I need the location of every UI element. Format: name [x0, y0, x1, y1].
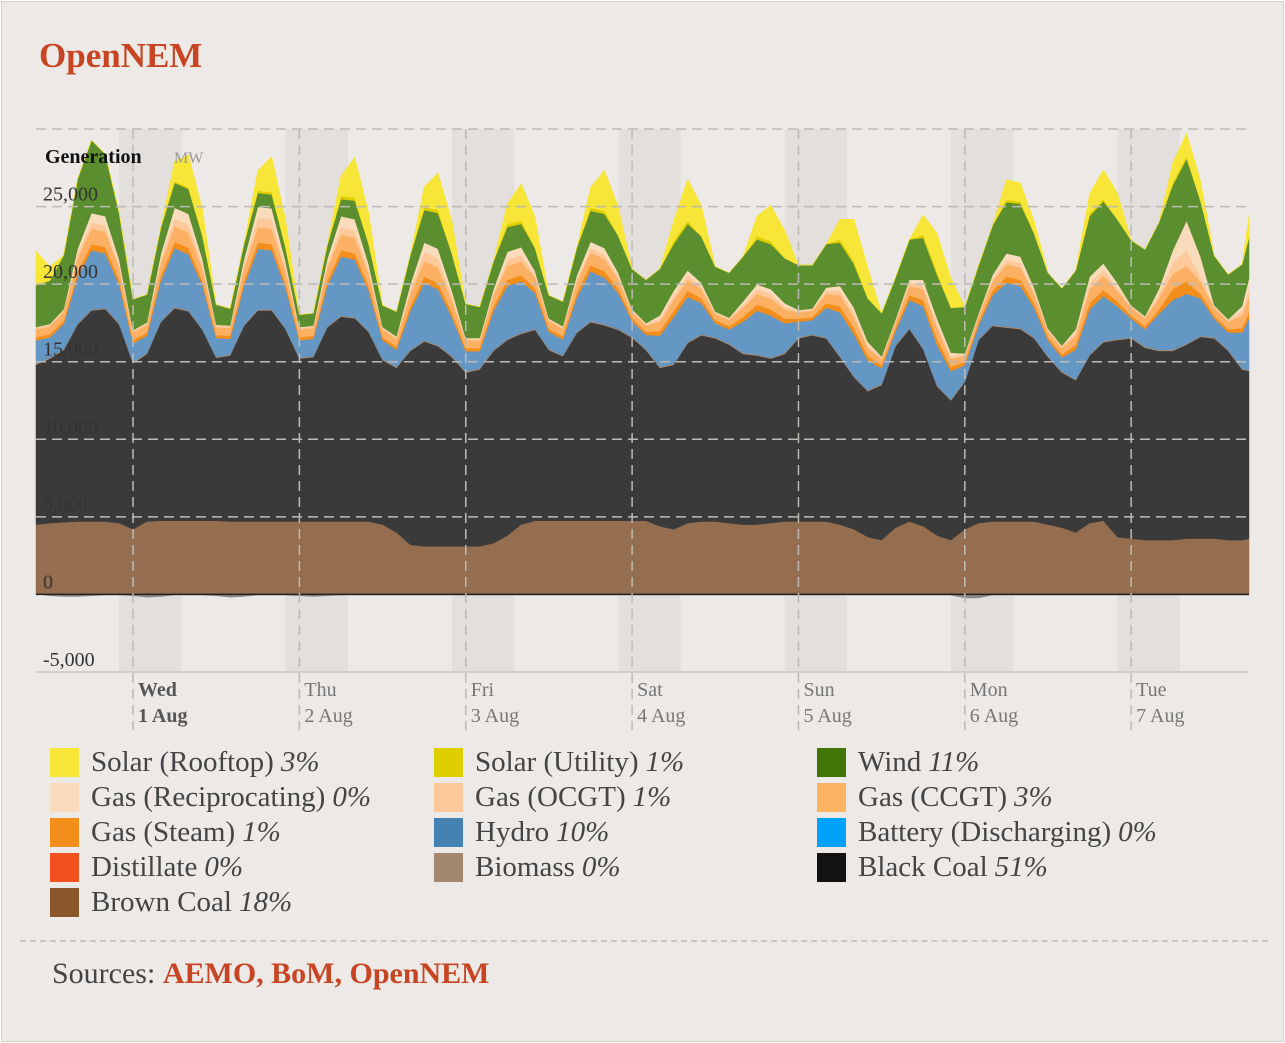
x-tick-day-6: Tue [1136, 679, 1167, 701]
legend-swatch [817, 782, 846, 812]
sources: Sources: AEMO, BoM, OpenNEM [52, 957, 490, 991]
legend-percent: 1% [632, 780, 672, 813]
y-tick-label-3: 10,000 [43, 416, 98, 438]
x-tick-date-5: 6 Aug [970, 705, 1018, 727]
legend-label: Gas (Steam) [91, 815, 236, 848]
legend-item[interactable]: Gas (OCGT) 1% [434, 780, 672, 813]
legend-percent: 0% [204, 850, 243, 883]
legend-item[interactable]: Battery (Discharging) 0% [817, 815, 1157, 848]
legend-item[interactable]: Wind 11% [817, 745, 980, 778]
legend-label: Gas (CCGT) [858, 780, 1008, 813]
legend-item[interactable]: Gas (CCGT) 3% [817, 780, 1053, 813]
legend-swatch [50, 817, 79, 847]
x-tick-date-2: 3 Aug [471, 705, 519, 727]
x-tick-date-1: 2 Aug [304, 705, 352, 727]
x-tick-date-6: 7 Aug [1136, 705, 1184, 727]
y-tick-label-6: 25,000 [43, 184, 98, 206]
legend-swatch [817, 817, 846, 847]
legend-item[interactable]: Biomass 0% [434, 850, 621, 883]
legend-swatch [434, 747, 463, 777]
legend-swatch [434, 852, 463, 882]
legend-label: Biomass [475, 850, 575, 883]
legend-label: Brown Coal [91, 885, 232, 918]
y-tick-label-4: 15,000 [43, 339, 98, 361]
sources-label: Sources: [52, 957, 156, 990]
legend-label: Solar (Utility) [475, 745, 639, 778]
brand-title: OpenNEM [39, 36, 203, 75]
legend-label: Solar (Rooftop) [91, 745, 274, 778]
legend-swatch [817, 852, 846, 882]
legend-percent: 11% [928, 745, 980, 778]
legend-label: Wind [858, 745, 922, 778]
y-axis-title: Generation [45, 146, 142, 168]
sources-links[interactable]: AEMO, BoM, OpenNEM [162, 957, 490, 990]
x-tick-day-0: Wed [138, 679, 177, 701]
legend-swatch [50, 782, 79, 812]
area-solar-rooftop [35, 132, 1250, 315]
legend-label: Battery (Discharging) [858, 815, 1112, 848]
legend-swatch [50, 852, 79, 882]
legend-percent: 3% [1014, 780, 1053, 813]
legend-percent: 51% [994, 850, 1048, 883]
legend-percent: 0% [1118, 815, 1157, 848]
legend-label: Gas (Reciprocating) [91, 780, 326, 813]
legend-percent: 10% [556, 815, 610, 848]
y-axis-unit: MW [174, 150, 204, 167]
x-tick-date-0: 1 Aug [138, 705, 187, 727]
legend-percent: 1% [242, 815, 281, 848]
legend-item[interactable]: Black Coal 51% [817, 850, 1048, 883]
legend-item[interactable]: Gas (Reciprocating) 0% [50, 780, 371, 813]
legend-swatch [817, 747, 846, 777]
legend-item[interactable]: Solar (Utility) 1% [434, 745, 685, 778]
legend-item[interactable]: Brown Coal 18% [50, 885, 293, 918]
y-tick-label-0: -5,000 [43, 649, 95, 671]
legend-item[interactable]: Gas (Steam) 1% [50, 815, 281, 848]
y-tick-label-1: 0 [43, 571, 53, 593]
legend-percent: 0% [581, 850, 621, 883]
legend-swatch [50, 887, 79, 917]
legend-label: Hydro [475, 815, 550, 848]
legend-percent: 0% [332, 780, 371, 813]
legend-label: Distillate [91, 850, 198, 883]
x-tick-day-4: Sun [803, 679, 834, 701]
legend-label: Gas (OCGT) [475, 780, 626, 813]
legend-percent: 18% [238, 885, 293, 918]
y-tick-label-5: 20,000 [43, 261, 98, 283]
legend-item[interactable]: Hydro 10% [434, 815, 610, 848]
generation-chart: Wed 1 Aug Thu 2 Aug Fri 3 Aug Sat 4 Aug Sun 5 Aug… [35, 128, 1250, 730]
x-tick-day-5: Mon [970, 679, 1008, 701]
y-tick-label-2: 5,000 [43, 494, 88, 516]
legend-item[interactable]: Distillate 0% [50, 850, 243, 883]
legend-swatch [50, 747, 79, 777]
x-tick-date-4: 5 Aug [803, 705, 851, 727]
legend-item[interactable]: Solar (Rooftop) 3% [50, 745, 320, 778]
divider [20, 940, 1268, 942]
x-tick-day-3: Sat [637, 679, 663, 701]
area-brown-coal [35, 520, 1250, 595]
legend-swatch [434, 817, 463, 847]
x-tick-day-2: Fri [471, 679, 495, 701]
legend-label: Black Coal [858, 850, 988, 883]
x-tick-date-3: 4 Aug [637, 705, 685, 727]
legend-percent: 3% [280, 745, 320, 778]
x-tick-day-1: Thu [304, 679, 336, 701]
legend-percent: 1% [645, 745, 685, 778]
legend-swatch [434, 782, 463, 812]
